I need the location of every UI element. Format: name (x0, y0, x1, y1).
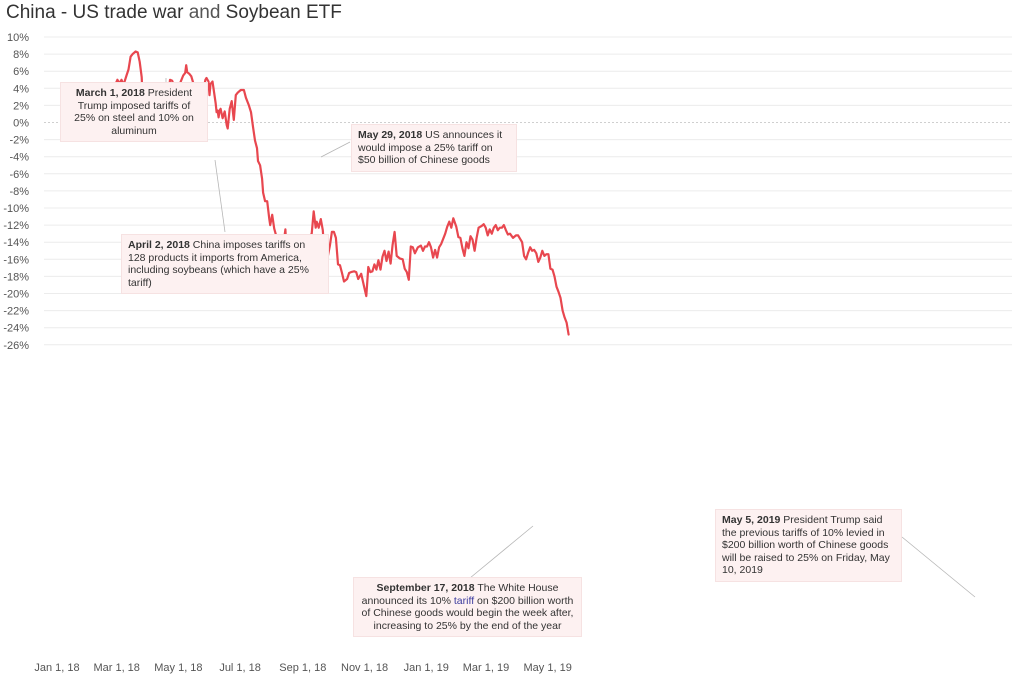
annotation-april-2018-date: April 2, 2018 (128, 239, 190, 251)
y-tick-label: -26% (3, 340, 29, 352)
chart-title-part2: and (188, 2, 221, 23)
x-tick-label: Jan 1, 18 (34, 662, 79, 674)
x-tick-label: Sep 1, 18 (279, 662, 326, 674)
annotation-march-2018-text: President Trump imposed tariffs of 25% o… (74, 87, 194, 137)
annotation-may-2019-text: President Trump said the previous tariff… (722, 514, 890, 576)
annotation-march-2018-date: March 1, 2018 (75, 87, 145, 99)
annotation-connector (901, 536, 976, 598)
annotation-may-2018: May 29, 2018 US announces it would impos… (351, 124, 517, 172)
y-tick-label: 8% (13, 49, 29, 61)
y-tick-label: -2% (9, 135, 29, 147)
x-axis: Jan 1, 18 Mar 1, 18 May 1, 18 Jul 1, 18 Sep … (34, 662, 571, 674)
annotation-sept-2018-date: September 17, 2018 (376, 582, 475, 594)
annotation-connector (469, 525, 534, 579)
y-tick-label: -10% (3, 203, 29, 215)
annotation-april-2018: April 2, 2018 China imposes tariffs on 1… (121, 234, 329, 294)
annotation-sept-2018-text-b: on $200 billion worth of Chinese goods w… (361, 594, 574, 632)
annotation-connector (214, 159, 226, 233)
annotation-may-2018-text: US announces it would impose a 25% tarif… (358, 129, 503, 166)
y-tick-label: -16% (3, 254, 29, 266)
y-tick-label: -14% (3, 237, 29, 249)
y-axis: 10% 8% 6% 4% 2% 0% -2% -4% -6% -8% -10% -12% -14% -16… (3, 32, 29, 352)
y-tick-label: -6% (9, 169, 29, 181)
y-tick-label: -24% (3, 323, 29, 335)
annotation-april-2018-text: China imposes tariffs on 128 products it… (128, 239, 309, 289)
annotation-march-2018: March 1, 2018 President Trump imposed ta… (60, 82, 208, 142)
x-tick-label: Mar 1, 19 (463, 662, 509, 674)
chart-title-part1: China - US trade war (6, 2, 184, 23)
x-tick-label: Nov 1, 18 (341, 662, 388, 674)
annotation-sept-2018-text-a: The White House announced its 10% (361, 582, 559, 607)
y-tick-label: -18% (3, 271, 29, 283)
annotation-connectors (165, 78, 976, 598)
tariff-link[interactable]: tariff (453, 594, 475, 607)
annotation-connector (320, 141, 351, 158)
chart-title-part3: Soybean ETF (225, 2, 342, 23)
annotation-may-2018-date: May 29, 2018 (358, 129, 423, 141)
y-tick-label: 10% (7, 32, 29, 44)
y-tick-label: 0% (13, 118, 29, 130)
x-tick-label: May 1, 19 (524, 662, 572, 674)
annotation-sept-2018: September 17, 2018 The White House annou… (353, 577, 582, 637)
y-tick-label: 6% (13, 66, 29, 78)
y-tick-label: 4% (13, 83, 29, 95)
x-tick-label: Jan 1, 19 (404, 662, 449, 674)
y-tick-label: -20% (3, 289, 29, 301)
x-tick-label: Mar 1, 18 (93, 662, 139, 674)
annotation-may-2019-date: May 5, 2019 (722, 514, 781, 526)
chart-title: China - US trade war and Soybean ETF (6, 2, 342, 24)
y-tick-label: -8% (9, 186, 29, 198)
y-tick-label: -22% (3, 306, 29, 318)
y-tick-label: -4% (9, 152, 29, 164)
y-tick-label: 2% (13, 100, 29, 112)
annotation-may-2019: May 5, 2019 President Trump said the pre… (715, 509, 902, 582)
x-tick-label: Jul 1, 18 (219, 662, 261, 674)
x-tick-label: May 1, 18 (154, 662, 202, 674)
y-tick-label: -12% (3, 220, 29, 232)
